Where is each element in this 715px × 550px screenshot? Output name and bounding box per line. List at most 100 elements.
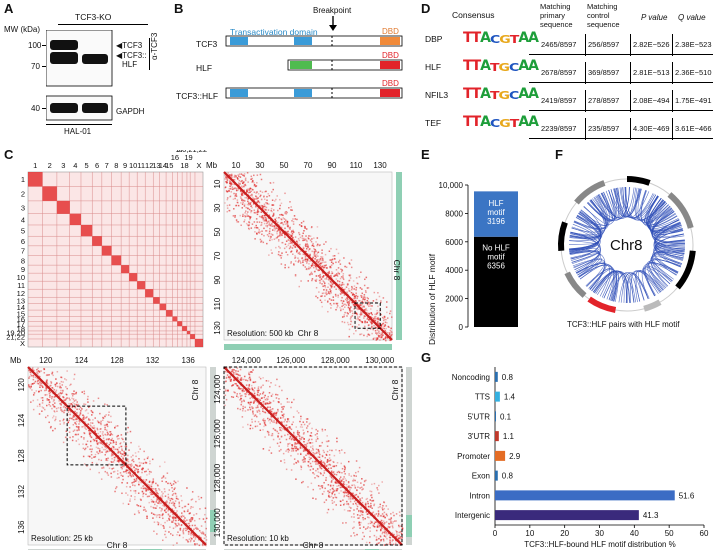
axis-tick-top: 120 xyxy=(39,356,53,365)
contact-dot xyxy=(243,390,245,392)
contact-dot xyxy=(106,420,109,423)
contact-dot xyxy=(369,530,371,532)
contact-dot xyxy=(306,421,308,423)
contact-dot xyxy=(143,458,146,461)
contact-dot xyxy=(73,400,76,402)
contact-dot xyxy=(109,431,111,433)
contact-dot xyxy=(311,427,313,430)
contact-dot xyxy=(321,441,324,444)
contact-dot xyxy=(182,536,184,539)
contact-dot xyxy=(270,233,273,235)
contact-dot xyxy=(48,385,51,388)
contact-dot xyxy=(232,178,235,181)
contact-dot xyxy=(134,452,137,454)
contact-dot xyxy=(239,368,242,371)
contact-dot xyxy=(32,378,35,381)
contact-dot xyxy=(75,434,78,436)
contact-dot xyxy=(87,412,89,415)
contact-dot xyxy=(329,288,331,291)
contact-dot xyxy=(315,469,317,472)
contact-dot xyxy=(249,424,252,427)
contact-dot xyxy=(374,515,376,517)
contact-dot xyxy=(352,303,355,306)
contact-dot xyxy=(376,320,379,323)
contact-dot xyxy=(276,231,278,233)
interaction-link xyxy=(571,216,601,261)
contact-dot xyxy=(313,264,315,267)
contact-dot xyxy=(29,373,32,376)
contact-dot xyxy=(257,211,260,213)
contact-dot xyxy=(295,449,297,452)
chr-label-right: Chr 8 xyxy=(392,260,402,281)
contact-dot xyxy=(193,540,195,542)
contact-dot xyxy=(325,241,327,243)
contact-dot xyxy=(329,266,332,268)
contact-dot xyxy=(344,477,346,480)
contact-dot xyxy=(277,417,279,420)
contact-dot xyxy=(391,333,393,336)
contact-dot xyxy=(308,465,310,468)
contact-dot xyxy=(231,183,233,185)
contact-dot xyxy=(261,230,263,232)
contact-dot xyxy=(267,402,270,405)
axis-tick-left: 124,000 xyxy=(213,374,222,403)
contact-dot xyxy=(327,508,330,511)
contact-dot xyxy=(330,467,332,469)
contact-dot xyxy=(249,406,251,409)
contact-dot xyxy=(113,441,115,444)
contact-dot xyxy=(364,504,367,506)
contact-dot xyxy=(378,541,381,544)
contact-dot xyxy=(45,389,48,391)
contact-dot xyxy=(129,472,131,475)
contact-dot xyxy=(260,397,263,400)
contact-dot xyxy=(262,205,264,208)
contact-dot xyxy=(266,202,269,205)
contact-dot xyxy=(174,487,176,489)
contact-dot xyxy=(346,282,349,285)
contact-dot xyxy=(259,205,262,208)
contact-dot xyxy=(248,388,251,390)
contact-dot xyxy=(46,393,48,396)
contact-dot xyxy=(250,175,253,178)
contact-dot xyxy=(246,391,248,394)
contact-dot xyxy=(304,244,307,247)
contact-dot xyxy=(284,243,287,246)
contact-dot xyxy=(293,263,295,265)
contact-dot xyxy=(340,309,342,312)
contact-dot xyxy=(317,475,320,478)
contact-dot xyxy=(269,224,271,226)
contact-dot xyxy=(286,401,289,403)
contact-dot xyxy=(356,489,358,491)
contact-dot xyxy=(363,535,365,538)
chr-label-bottom: Chr 8 xyxy=(107,540,128,550)
intra-chrom-block xyxy=(182,326,187,331)
contact-dot xyxy=(262,419,264,421)
contact-dot xyxy=(276,422,278,424)
contact-dot xyxy=(373,504,375,507)
contact-dot xyxy=(323,243,325,245)
contact-dot xyxy=(289,201,291,203)
contact-dot xyxy=(275,414,277,417)
contact-dot xyxy=(383,523,386,526)
contact-dot xyxy=(281,414,284,416)
contact-dot xyxy=(272,214,275,216)
contact-dot xyxy=(387,508,389,510)
contact-dot xyxy=(339,277,342,280)
contact-dot xyxy=(253,387,256,389)
contact-dot xyxy=(387,525,390,528)
contact-dot xyxy=(115,443,117,445)
contact-dot xyxy=(135,467,137,470)
contact-dot xyxy=(253,392,256,395)
contact-dot xyxy=(121,465,124,468)
contact-dot xyxy=(150,498,153,501)
chrom-label-left: 8 xyxy=(21,256,25,265)
contact-dot xyxy=(178,501,180,504)
contact-dot xyxy=(308,273,311,276)
contact-dot xyxy=(51,372,53,375)
contact-dot xyxy=(294,435,296,437)
contact-dot xyxy=(300,453,302,456)
contact-dot xyxy=(139,464,141,467)
contact-dot xyxy=(325,479,327,481)
contact-dot xyxy=(87,455,90,457)
contact-dot xyxy=(272,421,274,423)
